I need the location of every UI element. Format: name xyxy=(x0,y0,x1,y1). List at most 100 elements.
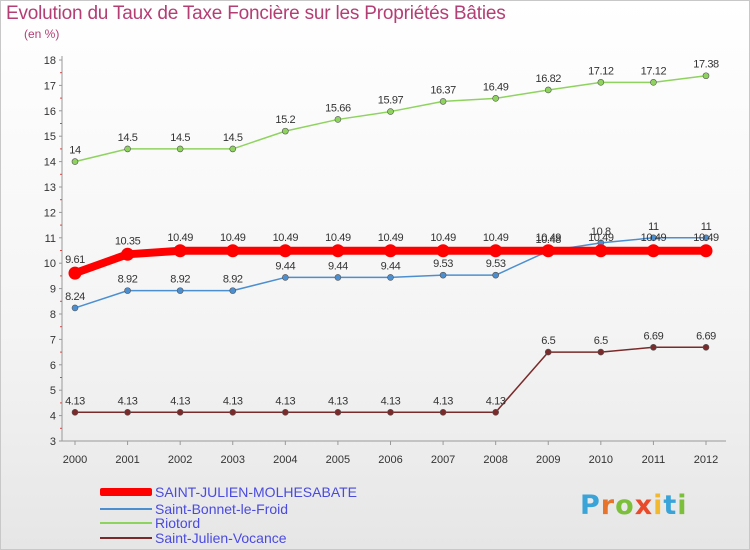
logo-letter: x xyxy=(634,490,654,521)
y-tick-label: 17 xyxy=(44,80,56,92)
y-tick-label: 9 xyxy=(50,284,56,296)
data-point xyxy=(541,244,555,258)
data-label: 4.13 xyxy=(65,395,85,407)
data-point xyxy=(229,145,237,153)
data-point xyxy=(71,158,79,165)
data-point xyxy=(334,408,342,416)
data-point xyxy=(229,408,237,416)
data-label: 10.49 xyxy=(220,232,246,244)
data-point xyxy=(439,98,447,105)
data-label: 8.92 xyxy=(170,274,190,286)
data-label: 8.24 xyxy=(65,291,85,303)
x-tick-label: 2009 xyxy=(536,454,560,466)
y-tick-label: 15 xyxy=(44,131,56,143)
data-point xyxy=(439,271,447,279)
data-point xyxy=(387,274,394,281)
data-point xyxy=(492,271,499,279)
data-point xyxy=(650,79,657,86)
data-point xyxy=(124,287,131,294)
data-label: 9.61 xyxy=(65,254,85,266)
legend-item-saint-julien-molhesabate: SAINT-JULIEN-MOLHESABATE xyxy=(100,484,420,500)
data-label: 10.49 xyxy=(325,232,351,244)
data-label: 16.82 xyxy=(535,73,561,85)
x-tick-label: 2011 xyxy=(642,454,666,466)
data-point xyxy=(121,247,135,261)
legend-label: Saint-Bonnet-le-Froid xyxy=(155,501,289,517)
data-point xyxy=(544,348,552,356)
data-point xyxy=(702,343,710,351)
logo-letter: r xyxy=(600,490,616,521)
data-label: 16.49 xyxy=(483,81,509,93)
series-layer xyxy=(68,72,713,416)
data-point xyxy=(173,244,187,258)
data-point xyxy=(334,116,342,123)
legend-label: SAINT-JULIEN-MOLHESABATE xyxy=(155,484,358,500)
legend-label: Saint-Julien-Vocance xyxy=(155,530,287,546)
data-point xyxy=(282,274,289,281)
y-tick-label: 7 xyxy=(50,334,56,346)
data-label: 11 xyxy=(701,221,712,233)
data-label: 10.49 xyxy=(535,232,561,244)
data-point xyxy=(699,244,713,258)
legend-swatch xyxy=(100,537,152,539)
y-tick-label: 13 xyxy=(44,182,56,194)
data-point xyxy=(650,234,657,242)
series-line-2 xyxy=(74,74,707,163)
data-point xyxy=(594,244,608,258)
legend-item-saint-julien-vocance: Saint-Julien-Vocance xyxy=(100,530,420,546)
data-label: 9.44 xyxy=(381,260,401,272)
data-label: 10.49 xyxy=(167,232,193,244)
x-tick-label: 2012 xyxy=(694,454,718,466)
data-label: 10.49 xyxy=(588,232,614,244)
y-tick-label: 4 xyxy=(50,411,56,423)
y-tick-label: 11 xyxy=(45,233,56,245)
legend-label: Riotord xyxy=(155,515,201,531)
data-label: 9.44 xyxy=(275,260,295,272)
logo-letter: t xyxy=(663,490,678,521)
data-label: 10.35 xyxy=(115,235,141,247)
data-label: 9.53 xyxy=(486,258,506,270)
data-label: 14 xyxy=(69,145,81,157)
y-tick-label: 3 xyxy=(50,436,56,448)
data-point xyxy=(650,343,657,351)
data-point xyxy=(226,244,240,258)
data-label: 6.69 xyxy=(644,330,664,342)
proxiti-logo: Proxiti xyxy=(580,490,688,521)
data-label: 6.5 xyxy=(541,335,555,347)
data-label: 4.13 xyxy=(433,395,453,407)
logo-letter: i xyxy=(677,490,688,521)
data-label: 14.5 xyxy=(223,132,243,144)
data-label: 4.13 xyxy=(486,395,506,407)
data-point xyxy=(492,408,499,416)
data-point xyxy=(282,127,289,135)
data-label: 15.2 xyxy=(275,114,295,126)
data-label: 14.5 xyxy=(118,132,138,144)
data-point xyxy=(436,244,450,258)
x-tick-label: 2008 xyxy=(483,454,507,466)
y-tick-label: 10 xyxy=(44,258,56,270)
legend-swatch xyxy=(100,488,152,496)
data-label: 9.44 xyxy=(328,260,348,272)
y-tick-label: 8 xyxy=(50,309,56,321)
data-label: 10.49 xyxy=(430,232,456,244)
data-label: 10.8 xyxy=(591,226,611,238)
data-point xyxy=(71,304,79,312)
data-label: 4.13 xyxy=(328,395,348,407)
data-label: 11 xyxy=(648,221,659,233)
data-point xyxy=(387,408,394,416)
data-point xyxy=(282,408,289,416)
data-point xyxy=(702,72,710,80)
data-point xyxy=(489,244,503,258)
data-label: 16.37 xyxy=(430,84,456,96)
data-label: 10.49 xyxy=(378,232,404,244)
legend-item-saint-bonnet-le-froid: Saint-Bonnet-le-Froid xyxy=(100,501,420,517)
data-point xyxy=(124,145,131,153)
data-point xyxy=(71,408,79,416)
data-label: 4.13 xyxy=(223,395,243,407)
y-axis-unit: (en %) xyxy=(24,27,60,41)
chart-title: Evolution du Taux de Taxe Foncière sur l… xyxy=(6,3,506,24)
y-tick-label: 6 xyxy=(50,360,56,372)
data-label: 10.49 xyxy=(641,232,667,244)
